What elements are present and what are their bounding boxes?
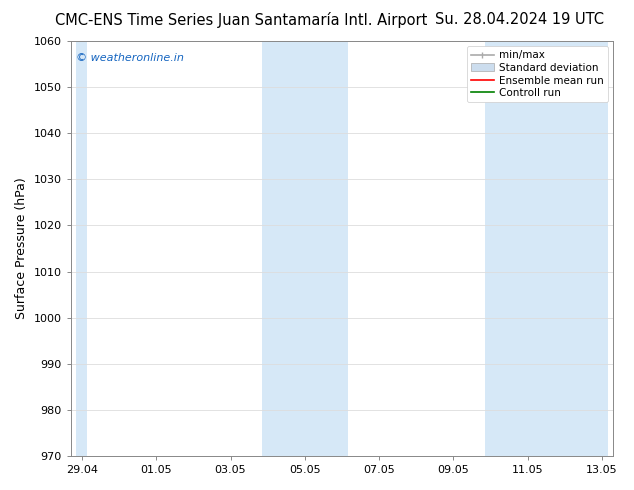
Text: Su. 28.04.2024 19 UTC: Su. 28.04.2024 19 UTC: [436, 12, 604, 27]
Text: CMC-ENS Time Series Juan Santamaría Intl. Airport: CMC-ENS Time Series Juan Santamaría Intl…: [55, 12, 427, 28]
Text: © weatheronline.in: © weatheronline.in: [76, 53, 184, 64]
Bar: [485, 41, 608, 456]
Legend: min/max, Standard deviation, Ensemble mean run, Controll run: min/max, Standard deviation, Ensemble me…: [467, 46, 608, 102]
Bar: [262, 41, 347, 456]
Bar: [76, 41, 87, 456]
Y-axis label: Surface Pressure (hPa): Surface Pressure (hPa): [15, 178, 28, 319]
